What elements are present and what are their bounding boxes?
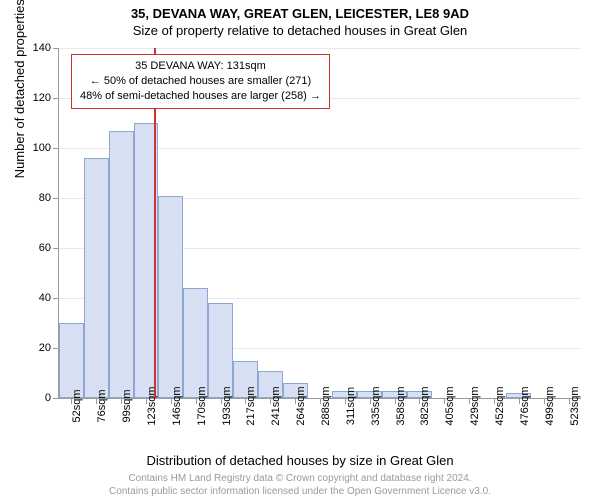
- annotation-line3: 48% of semi-detached houses are larger (…: [80, 89, 321, 104]
- x-tick-label: 193sqm: [221, 386, 233, 425]
- x-tick-label: 241sqm: [270, 386, 282, 425]
- gridline: [59, 48, 581, 49]
- y-tick-label: 40: [39, 292, 51, 304]
- x-tick-label: 476sqm: [519, 386, 531, 425]
- x-tick-label: 76sqm: [96, 389, 108, 422]
- title-subtitle: Size of property relative to detached ho…: [0, 21, 600, 38]
- annotation-callout: 35 DEVANA WAY: 131sqm ← 50% of detached …: [71, 54, 330, 109]
- title-address: 35, DEVANA WAY, GREAT GLEN, LEICESTER, L…: [0, 0, 600, 21]
- chart-container: 35, DEVANA WAY, GREAT GLEN, LEICESTER, L…: [0, 0, 600, 500]
- x-tick-label: 288sqm: [320, 386, 332, 425]
- x-tick-label: 217sqm: [245, 386, 257, 425]
- y-tick: [53, 398, 59, 399]
- x-tick-label: 358sqm: [395, 386, 407, 425]
- y-tick-label: 140: [33, 42, 51, 54]
- histogram-bar: [158, 196, 183, 399]
- y-tick: [53, 148, 59, 149]
- y-tick-label: 60: [39, 242, 51, 254]
- x-tick-label: 382sqm: [419, 386, 431, 425]
- y-tick: [53, 48, 59, 49]
- x-tick-label: 405sqm: [444, 386, 456, 425]
- plot-area: 35 DEVANA WAY: 131sqm ← 50% of detached …: [58, 48, 581, 399]
- x-tick-label: 99sqm: [121, 389, 133, 422]
- y-tick-label: 100: [33, 142, 51, 154]
- y-axis-title: Number of detached properties: [12, 0, 27, 178]
- x-tick-label: 499sqm: [544, 386, 556, 425]
- x-tick-label: 311sqm: [345, 387, 357, 425]
- y-tick: [53, 98, 59, 99]
- annotation-line1: 35 DEVANA WAY: 131sqm: [80, 59, 321, 74]
- histogram-bar: [109, 131, 134, 399]
- y-tick: [53, 298, 59, 299]
- x-tick-label: 146sqm: [171, 386, 183, 425]
- annotation-line2: ← 50% of detached houses are smaller (27…: [80, 74, 321, 89]
- histogram-bar: [84, 158, 109, 398]
- y-tick-label: 120: [33, 92, 51, 104]
- credits-line1: Contains HM Land Registry data © Crown c…: [0, 472, 600, 485]
- credits-line2: Contains public sector information licen…: [0, 485, 600, 498]
- credits: Contains HM Land Registry data © Crown c…: [0, 472, 600, 498]
- x-axis-title: Distribution of detached houses by size …: [0, 453, 600, 468]
- x-tick-label: 264sqm: [295, 386, 307, 425]
- y-tick: [53, 248, 59, 249]
- x-tick-label: 452sqm: [494, 386, 506, 425]
- x-tick-label: 335sqm: [370, 386, 382, 425]
- x-tick-label: 123sqm: [146, 386, 158, 425]
- x-tick-label: 52sqm: [71, 389, 83, 422]
- y-tick-label: 80: [39, 192, 51, 204]
- y-tick: [53, 198, 59, 199]
- y-tick-label: 20: [39, 342, 51, 354]
- histogram-bar: [59, 323, 84, 398]
- y-tick-label: 0: [45, 392, 51, 404]
- x-tick-label: 170sqm: [196, 386, 208, 425]
- histogram-bar: [183, 288, 208, 398]
- x-tick-label: 523sqm: [569, 386, 581, 425]
- x-tick-label: 429sqm: [469, 386, 481, 425]
- histogram-bar: [208, 303, 233, 398]
